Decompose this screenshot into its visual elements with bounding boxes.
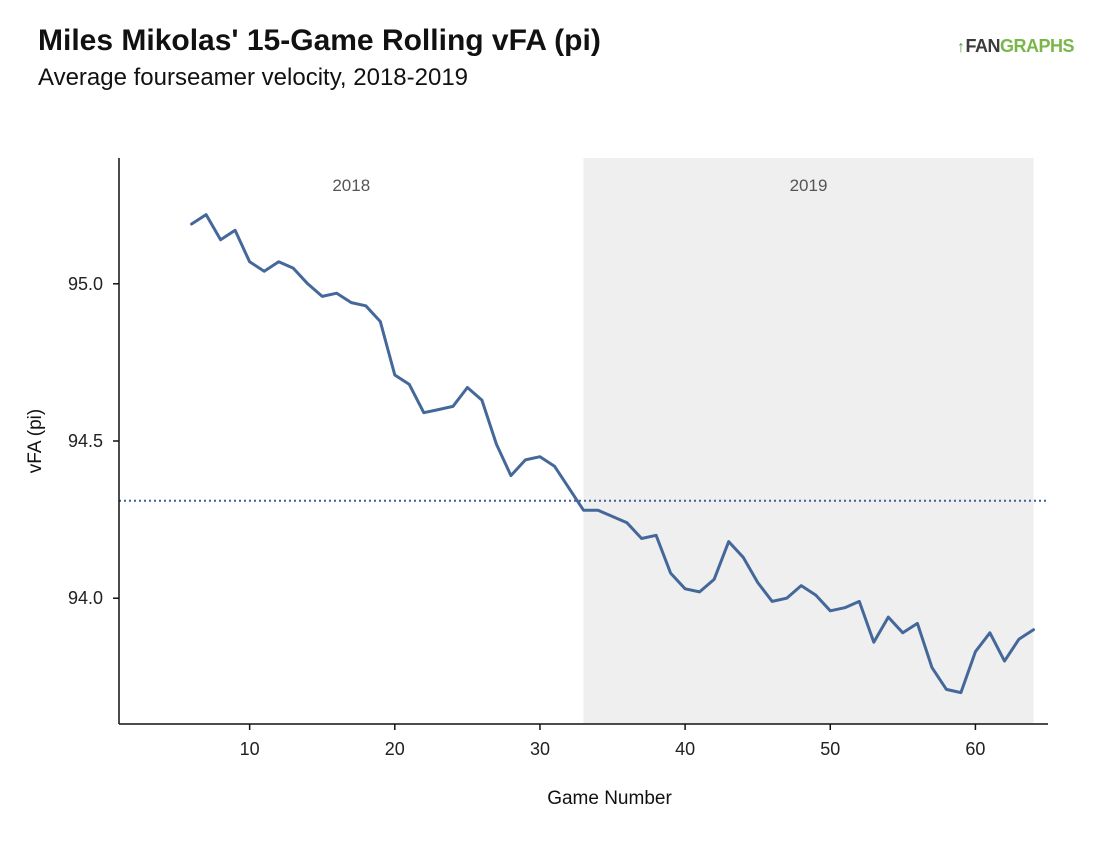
x-tick-label-60: 60: [965, 739, 985, 759]
series-line-0: [190, 213, 1035, 695]
region-label-2018: 2018: [332, 176, 370, 195]
x-tick-label-40: 40: [675, 739, 695, 759]
y-tick-label-0: 94.0: [68, 588, 103, 608]
x-tick-label-50: 50: [820, 739, 840, 759]
y-tick-label-1: 94.5: [68, 431, 103, 451]
region-shade-2019: [583, 158, 1034, 724]
logo-mark-icon: ↑: [957, 39, 965, 56]
logo-text-graphs: GRAPHS: [1000, 36, 1075, 56]
y-axis-label: vFA (pi): [25, 409, 46, 473]
x-tick-label-30: 30: [530, 739, 550, 759]
chart-title: Miles Mikolas' 15-Game Rolling vFA (pi): [38, 24, 601, 57]
fangraphs-logo: ↑FANGRAPHS: [957, 36, 1075, 57]
region-label-2019: 2019: [790, 176, 828, 195]
chart-subtitle: Average fourseamer velocity, 2018-2019: [38, 64, 469, 91]
x-tick-label-10: 10: [240, 739, 260, 759]
x-axis-label: Game Number: [547, 788, 672, 809]
logo-text-fan: FAN: [965, 36, 1001, 56]
y-tick-label-2: 95.0: [68, 274, 103, 294]
x-tick-label-20: 20: [385, 739, 405, 759]
